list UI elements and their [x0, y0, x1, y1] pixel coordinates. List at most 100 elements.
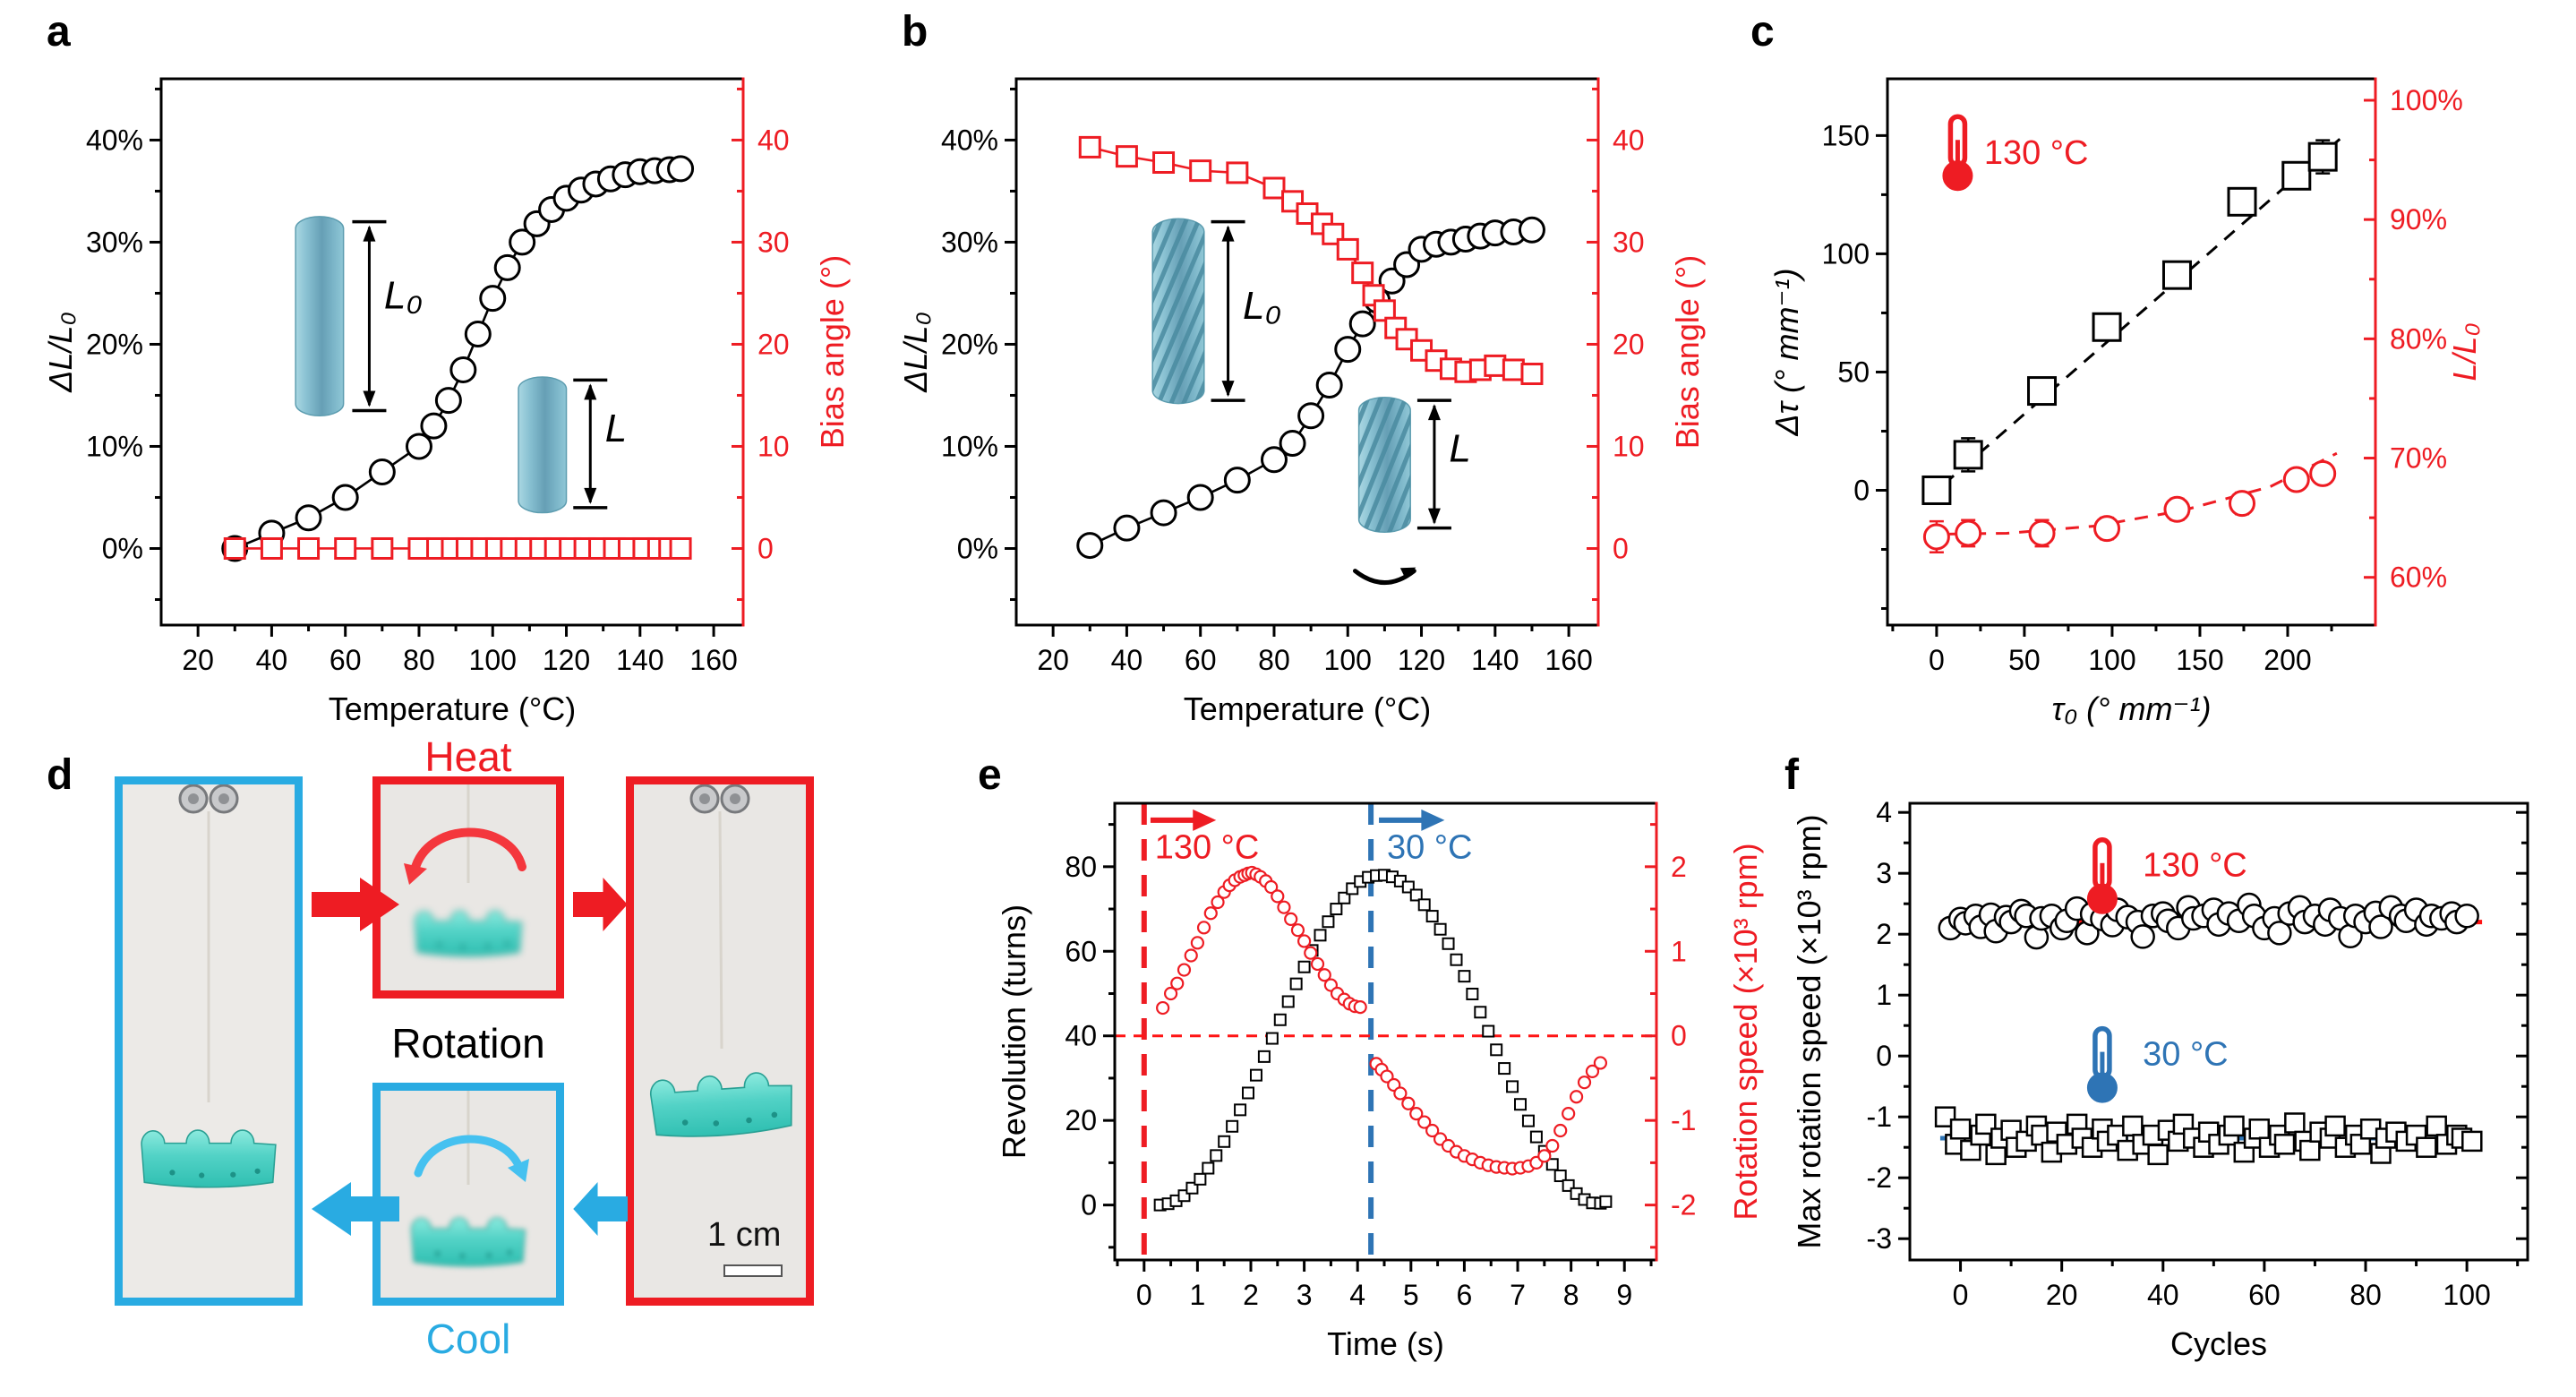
- y-tick-label: 20%: [86, 328, 143, 360]
- x-tick-label: 3: [1297, 1279, 1313, 1311]
- panel-c-plot: 0 50 100 150 200 τ₀ (° mm⁻¹) 0 50 100 150 Δτ (° mm…: [1768, 77, 2483, 727]
- y2-tick-label: 0: [1671, 1020, 1687, 1052]
- x-tick-label: 160: [689, 644, 737, 676]
- y-tick-label: 40: [1065, 1020, 1097, 1052]
- x-axis-title: τ₀ (° mm⁻¹): [2052, 690, 2212, 727]
- y-tick-label: 150: [1822, 119, 1870, 151]
- panel-e-chart: 0 1 2 3 4 5 6 7 8 9 Time (s) 0 20 40 60 80 Revolution (t…: [971, 763, 1786, 1397]
- y-tick-label: 0: [1853, 474, 1870, 506]
- annotation-text: 30 °C: [1387, 828, 1472, 866]
- scale-bar: [723, 1264, 783, 1277]
- x-tick-label: 60: [329, 644, 362, 676]
- y-axis-title: Max rotation speed (×10³ rpm): [1791, 814, 1827, 1248]
- annotation-text: L: [1449, 427, 1470, 471]
- annotation-text: L: [605, 407, 627, 450]
- annotation-text: L₀: [384, 274, 423, 318]
- arrowhead-icon: [584, 487, 597, 504]
- photo-heated-state: [626, 776, 814, 1306]
- arrowhead-icon: [1193, 809, 1217, 831]
- rotation-arrow-icon: [1352, 567, 1416, 585]
- y-tick-label: 40%: [86, 124, 143, 156]
- length-measure-arrow: [573, 378, 608, 510]
- panel-a-chart: 20 40 60 80 100 120 140 160 Temperature (°C) 0% 10…: [40, 16, 873, 748]
- y2-axis-title: Bias angle (°): [814, 255, 851, 450]
- y2-tick-label: 90%: [2390, 203, 2447, 236]
- panel-label-d: d: [47, 751, 73, 799]
- x-tick-label: 80: [403, 644, 435, 676]
- cylinder-icon: [295, 216, 345, 417]
- x-tick-label: 0: [1929, 644, 1945, 676]
- axes-spines: [1908, 801, 2529, 1262]
- y2-tick-label: 30: [1613, 226, 1645, 258]
- x-tick-label: 9: [1616, 1279, 1632, 1311]
- x-tick-label: 40: [2147, 1279, 2179, 1311]
- series-rotation-speed: [1156, 865, 1608, 1176]
- y-tick-label: 30%: [941, 226, 998, 258]
- y-tick-label: 30%: [86, 226, 143, 258]
- y2-axis-title: Bias angle (°): [1669, 255, 1706, 450]
- y2-tick-label: 60%: [2390, 561, 2447, 594]
- cool-label: Cool: [425, 1316, 511, 1362]
- annotation-text: L: [1449, 427, 1470, 471]
- series-revolution: [1153, 869, 1613, 1212]
- y-axis-title: ΔL/L₀: [42, 312, 79, 392]
- axes-spines: [1886, 77, 2377, 627]
- arrowhead-icon: [1427, 404, 1441, 421]
- x-tick-label: 2: [1243, 1279, 1259, 1311]
- y2-tick-label: 20: [1613, 328, 1645, 360]
- y-tick-label: 60: [1065, 935, 1097, 967]
- series-contraction: [1922, 459, 2337, 554]
- series-delta-tau: [1921, 139, 2338, 505]
- cycle-arrows: [312, 878, 628, 1236]
- heat-label: Heat: [424, 733, 512, 780]
- annotation-text: L₀: [1243, 284, 1281, 328]
- panel-c-chart: 0 50 100 150 200 τ₀ (° mm⁻¹) 0 50 100 150 Δτ (° mm…: [1744, 16, 2572, 748]
- rotation-arrow-cyan-icon: [414, 1135, 525, 1178]
- twisted-cylinder-icon: [1357, 397, 1411, 533]
- thermometer-icon: [2086, 837, 2118, 914]
- x-tick-label: 80: [1258, 644, 1290, 676]
- y2-tick-label: 20: [757, 328, 790, 360]
- y2-tick-label: -2: [1671, 1189, 1696, 1221]
- y-tick-label: 4: [1876, 796, 1892, 828]
- x-tick-label: 60: [1185, 644, 1217, 676]
- annotation-text: 130 °C: [1155, 828, 1260, 866]
- y-tick-label: 10%: [941, 430, 998, 462]
- y-tick-label: -2: [1867, 1161, 1892, 1194]
- x-tick-label: 0: [1953, 1279, 1969, 1311]
- x-tick-label: 40: [256, 644, 288, 676]
- x-axis-title: Temperature (°C): [1184, 690, 1431, 727]
- arrowhead-icon: [1399, 567, 1416, 579]
- panel-label-c: c: [1750, 8, 1775, 56]
- length-measure-arrow: [1211, 219, 1245, 402]
- arrowhead-icon: [1421, 809, 1445, 831]
- x-tick-label: 100: [2443, 1279, 2490, 1311]
- x-axis-title: Cycles: [2170, 1325, 2267, 1362]
- y-tick-label: 0%: [102, 532, 143, 564]
- y-tick-label: 40%: [941, 124, 998, 156]
- panel-label-b: b: [902, 8, 929, 56]
- annotation-text: 130 °C: [2143, 847, 2247, 885]
- y-axis-title: Δτ (° mm⁻¹): [1768, 269, 1805, 437]
- fiber-thread: [718, 810, 723, 1050]
- heat-arrow-right-icon: [573, 878, 628, 931]
- x-tick-label: 200: [2264, 644, 2311, 676]
- photo-heating-content: [381, 784, 556, 990]
- x-tick-label: 60: [2248, 1279, 2281, 1311]
- x-tick-label: 1: [1189, 1279, 1205, 1311]
- panel-f-chart: 0 20 40 60 80 100 Cycles -3 -2 -1 0 1 2 3 4 Max rotatio…: [1789, 763, 2574, 1397]
- rotation-arrowhead-cyan-icon: [508, 1159, 529, 1182]
- y-tick-label: 10%: [86, 430, 143, 462]
- scale-bar-label: 1 cm: [707, 1216, 782, 1254]
- x-tick-label: 140: [1471, 644, 1519, 676]
- cool-arrow-left-icon: [573, 1182, 628, 1236]
- y2-tick-label: 2: [1671, 851, 1687, 883]
- y-axis-title: ΔL/L₀: [897, 312, 934, 392]
- y-tick-label: 20: [1065, 1104, 1097, 1136]
- annotation-arrow: [1379, 809, 1445, 831]
- x-tick-label: 20: [1037, 644, 1069, 676]
